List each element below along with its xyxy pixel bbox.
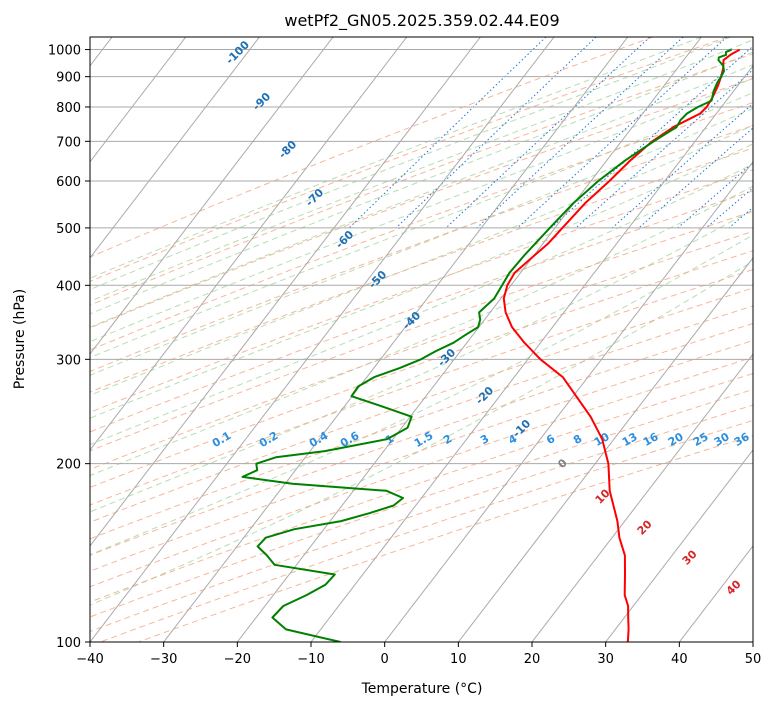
isotherm-line — [457, 257, 753, 642]
moist-adiabat-line — [90, 92, 753, 359]
moist-adiabat-line — [90, 234, 753, 556]
y-axis-label: Pressure (hPa) — [12, 289, 28, 389]
x-tick-label: −40 — [76, 652, 103, 667]
y-tick-label: 300 — [56, 353, 81, 368]
mixing-ratio-line — [348, 37, 547, 229]
y-tick-label: 600 — [56, 175, 81, 190]
x-tick-label: 10 — [450, 652, 467, 667]
chart-title: wetPf2_GN05.2025.359.02.44.E09 — [284, 11, 559, 31]
y-axis-ticks: 100 200 300 400 500 600 700 800 900 1000 — [48, 44, 90, 651]
isotherm-line — [90, 37, 187, 163]
x-tick-label: −30 — [150, 652, 177, 667]
isotherm-line — [90, 37, 334, 355]
x-axis-label: Temperature (°C) — [361, 681, 483, 697]
dry-adiabat-line — [90, 388, 753, 618]
isotherms — [90, 37, 753, 642]
x-axis-ticks: −40 −30 −20 −10 0 10 20 30 40 50 — [76, 642, 761, 667]
moist-adiabat-line — [90, 37, 732, 291]
y-tick-label: 400 — [56, 279, 81, 294]
x-tick-label: 0 — [381, 652, 389, 667]
isotherm-line — [384, 161, 753, 642]
moist-adiabat-line — [90, 163, 753, 446]
isotherm-line — [236, 37, 702, 642]
moist-adiabat-line — [90, 37, 702, 279]
y-tick-label: 100 — [56, 636, 81, 651]
dry-adiabat-line — [90, 190, 753, 433]
y-tick-label: 1000 — [48, 44, 81, 59]
dry-adiabat-line — [90, 287, 753, 523]
mixing-ratio-line — [638, 127, 753, 229]
x-tick-label: 20 — [524, 652, 541, 667]
x-tick-label: 40 — [671, 652, 688, 667]
mixing-ratio-lines — [348, 37, 753, 229]
dry-adiabat-line — [90, 125, 753, 372]
dry-adiabat-line — [90, 37, 654, 258]
profile-series — [241, 48, 741, 642]
isotherm-line — [310, 64, 753, 642]
mixing-ratio-line — [517, 37, 728, 229]
mixing-ratio-line — [445, 37, 651, 229]
dry-adiabat-line — [90, 147, 753, 393]
dry-adiabats — [90, 37, 753, 642]
dry-adiabat-line — [90, 305, 753, 540]
moist-adiabat-line — [90, 185, 753, 477]
x-tick-label: −20 — [224, 652, 251, 667]
moist-adiabat-line — [90, 77, 753, 343]
isotherm-line — [90, 37, 260, 259]
x-tick-label: 50 — [745, 652, 762, 667]
plot-area: -100-90-80-70-60-50-40-30-20-10010203040… — [90, 37, 753, 642]
dry-adiabat-line — [90, 78, 753, 329]
moist-adiabat-line — [90, 124, 753, 396]
isotherm-line — [90, 37, 408, 451]
moist-adiabat-line — [90, 107, 753, 376]
y-tick-label: 900 — [56, 71, 81, 86]
isotherm-line — [531, 353, 753, 642]
isotherm-line — [90, 37, 481, 547]
y-tick-label: 500 — [56, 222, 81, 237]
x-tick-label: 30 — [597, 652, 614, 667]
y-tick-label: 700 — [56, 135, 81, 150]
y-tick-label: 200 — [56, 458, 81, 473]
dewpoint-profile-line — [241, 48, 733, 642]
isotherm-line — [163, 37, 629, 642]
dry-adiabat-line — [90, 169, 753, 413]
plot-frame — [89, 36, 754, 643]
moist-adiabat-line — [90, 64, 753, 328]
isotherm-line — [605, 449, 753, 642]
dry-adiabat-line — [90, 37, 728, 283]
x-tick-label: −10 — [297, 652, 324, 667]
mixing-ratio-line — [550, 45, 753, 229]
dry-adiabat-line — [90, 230, 753, 470]
isotherm-line — [90, 37, 555, 642]
dry-adiabat-line — [90, 250, 753, 489]
y-tick-label: 800 — [56, 101, 81, 116]
